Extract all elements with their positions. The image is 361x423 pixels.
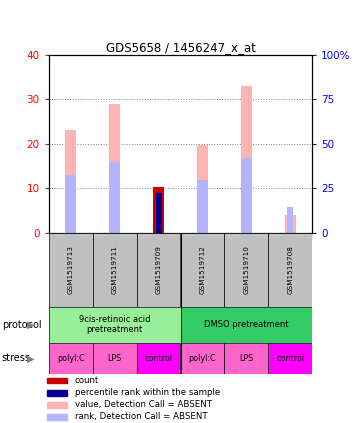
Bar (93, 233, 136, 307)
Text: percentile rank within the sample: percentile rank within the sample (75, 388, 220, 397)
Text: stress: stress (2, 354, 31, 363)
Bar (109, 104, 120, 233)
Text: GSM1519710: GSM1519710 (243, 245, 249, 294)
Bar (136, 343, 180, 374)
Bar (47, 414, 66, 420)
Text: GSM1519713: GSM1519713 (68, 245, 74, 294)
Bar (49, 307, 180, 343)
Title: GDS5658 / 1456247_x_at: GDS5658 / 1456247_x_at (105, 41, 256, 54)
Bar (225, 233, 268, 307)
Text: LPS: LPS (108, 354, 122, 363)
Bar (47, 377, 66, 383)
Text: GSM1519708: GSM1519708 (287, 245, 293, 294)
Bar (153, 187, 164, 233)
Text: GSM1519711: GSM1519711 (112, 245, 118, 294)
Bar (180, 307, 312, 343)
Text: polyI:C: polyI:C (189, 354, 216, 363)
Text: DMSO pretreatment: DMSO pretreatment (204, 320, 289, 329)
Bar (197, 180, 208, 233)
Text: polyI:C: polyI:C (57, 354, 84, 363)
Text: ▶: ▶ (27, 320, 35, 330)
Text: 9cis-retinoic acid
pretreatment: 9cis-retinoic acid pretreatment (79, 315, 151, 334)
Text: rank, Detection Call = ABSENT: rank, Detection Call = ABSENT (75, 412, 208, 421)
Bar (136, 233, 180, 307)
Text: count: count (75, 376, 99, 385)
Text: GSM1519712: GSM1519712 (200, 245, 205, 294)
Bar (197, 145, 208, 233)
Bar (180, 233, 225, 307)
Bar (65, 175, 76, 233)
Bar (47, 390, 66, 396)
Text: control: control (144, 354, 173, 363)
Bar (109, 162, 120, 233)
Bar (93, 343, 136, 374)
Bar (47, 402, 66, 408)
Bar (241, 86, 252, 233)
Bar (241, 158, 252, 233)
Bar (49, 343, 93, 374)
Bar (287, 207, 293, 233)
Bar (225, 343, 268, 374)
Text: LPS: LPS (239, 354, 253, 363)
Bar (180, 343, 225, 374)
Text: GSM1519709: GSM1519709 (156, 245, 161, 294)
Text: protocol: protocol (2, 320, 42, 330)
Bar (285, 215, 296, 233)
Bar (65, 129, 76, 233)
Bar (156, 193, 162, 233)
Text: ▶: ▶ (27, 354, 35, 363)
Bar (268, 233, 312, 307)
Bar (268, 343, 312, 374)
Text: control: control (276, 354, 304, 363)
Bar (49, 233, 93, 307)
Text: value, Detection Call = ABSENT: value, Detection Call = ABSENT (75, 400, 212, 409)
